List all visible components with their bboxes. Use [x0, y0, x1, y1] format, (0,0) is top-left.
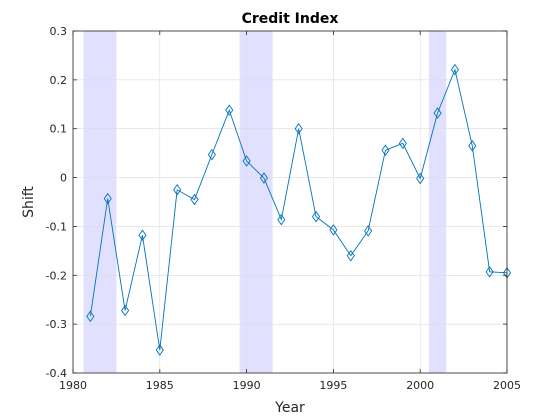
data-point-marker [277, 213, 286, 226]
data-point-marker [86, 310, 95, 323]
data-point-marker [468, 140, 477, 152]
y-tick-label: 0.1 [50, 123, 68, 136]
series [86, 63, 512, 356]
y-tick-label: -0.3 [46, 318, 67, 331]
series-line [89, 68, 508, 351]
x-tick-label: 1985 [146, 379, 174, 392]
chart-title: Credit Index [242, 11, 339, 27]
data-point-marker [190, 193, 199, 206]
x-axis-label: Year [274, 400, 305, 416]
data-point-marker [225, 104, 234, 116]
data-point-marker [450, 63, 459, 76]
data-point-marker [173, 184, 182, 196]
shaded-period [83, 31, 117, 373]
data-point-marker [311, 210, 321, 223]
data-point-marker [398, 137, 407, 150]
x-tick-label: 1995 [319, 379, 347, 392]
data-point-marker [364, 225, 373, 237]
data-point-marker [381, 144, 390, 156]
data-point-marker [155, 344, 164, 356]
y-tick-label: 0.3 [50, 25, 68, 38]
shaded-periods [83, 31, 447, 373]
x-tick-label: 2005 [493, 379, 521, 392]
y-tick-label: -0.2 [46, 269, 67, 282]
y-tick-label: 0.2 [50, 74, 68, 87]
y-tick-label: -0.4 [46, 367, 67, 380]
data-point-marker [329, 224, 338, 236]
axis-ticks: 1980 1985 1990 1995 2000 2005 -0.4 -0.3 -0.2 -0.1… [46, 25, 521, 392]
data-point-marker [103, 192, 112, 205]
data-point-marker [433, 107, 442, 119]
x-tick-label: 1980 [59, 379, 87, 392]
y-axis-label: Shift [21, 186, 37, 218]
data-point-marker [294, 122, 303, 135]
x-tick-label: 2000 [406, 379, 434, 392]
data-point-marker [207, 148, 216, 161]
axes-box [72, 30, 508, 374]
x-tick-label: 1990 [233, 379, 261, 392]
y-tick-label: -0.1 [46, 220, 67, 233]
data-point-marker [346, 249, 355, 262]
shaded-period [428, 31, 447, 373]
data-point-marker [138, 229, 147, 242]
data-point-marker [121, 304, 130, 317]
data-point-marker [416, 172, 425, 185]
data-point-marker [259, 172, 269, 184]
y-tick-label: 0 [60, 172, 67, 185]
data-point-marker [485, 266, 494, 278]
shaded-period [239, 31, 273, 373]
data-point-marker [242, 155, 251, 167]
